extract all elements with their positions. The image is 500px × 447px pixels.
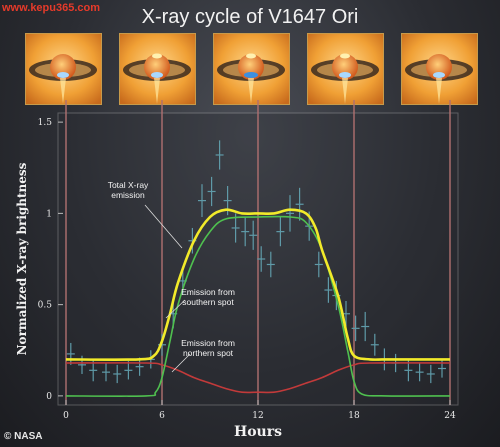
data-point-35	[415, 363, 424, 382]
data-point-20	[266, 251, 275, 278]
x-tick-label-0: 0	[63, 411, 69, 421]
annotation-leader-2	[171, 353, 191, 373]
data-point-17	[241, 217, 250, 247]
y-tick-label-2: 1	[46, 209, 52, 219]
data-point-3	[102, 363, 110, 382]
annotation-leader-1	[165, 299, 186, 319]
data-point-21	[276, 217, 285, 247]
thumbnail-2	[119, 33, 196, 105]
x-tick-label-3: 18	[348, 411, 360, 421]
data-point-29	[351, 315, 360, 342]
thumbnail-1	[25, 33, 102, 105]
data-point-25	[314, 251, 323, 278]
data-point-12	[198, 184, 206, 218]
data-point-13	[207, 176, 216, 207]
data-point-18	[249, 220, 258, 250]
thumbnail-5	[401, 33, 478, 105]
northern-emission-line	[65, 362, 451, 394]
x-tick-label-1: 6	[159, 411, 165, 421]
data-point-0	[66, 342, 75, 365]
data-point-4	[113, 364, 122, 384]
data-point-19	[257, 246, 266, 272]
watermark: www.kepu365.com	[2, 2, 101, 14]
data-point-22	[286, 195, 294, 232]
annotation-leader-0	[144, 204, 183, 249]
y-axis-label: Normalized X-ray brightness	[15, 162, 29, 355]
y-tick-label-0: 0	[46, 392, 52, 402]
data-point-23	[295, 187, 304, 221]
data-point-5	[124, 361, 133, 380]
x-axis-label: Hours	[234, 424, 282, 440]
nasa-credit: © NASA	[4, 431, 43, 442]
total-emission-line	[65, 208, 450, 361]
data-point-14	[215, 140, 224, 170]
x-tick-label-4: 24	[444, 411, 456, 421]
data-point-30	[361, 311, 370, 342]
data-point-26	[324, 277, 333, 303]
y-tick-label-1: 0.5	[38, 301, 53, 311]
data-point-31	[370, 333, 379, 356]
annotation-southern: Emission from southern spot	[181, 287, 235, 307]
southern-emission-line	[65, 215, 451, 397]
x-tick-label-2: 12	[252, 411, 263, 421]
thumbnail-3	[213, 33, 290, 105]
chart-title: X-ray cycle of V1647 Ori	[141, 6, 359, 28]
annotation-total: Total X-ray emission	[108, 180, 149, 200]
thumbnail-4	[307, 33, 384, 105]
annotation-northern: Emission from northern spot	[181, 338, 235, 358]
data-point-36	[426, 364, 435, 384]
y-tick-label-3: 1.5	[38, 118, 53, 128]
thumbnail-strip	[0, 0, 500, 110]
